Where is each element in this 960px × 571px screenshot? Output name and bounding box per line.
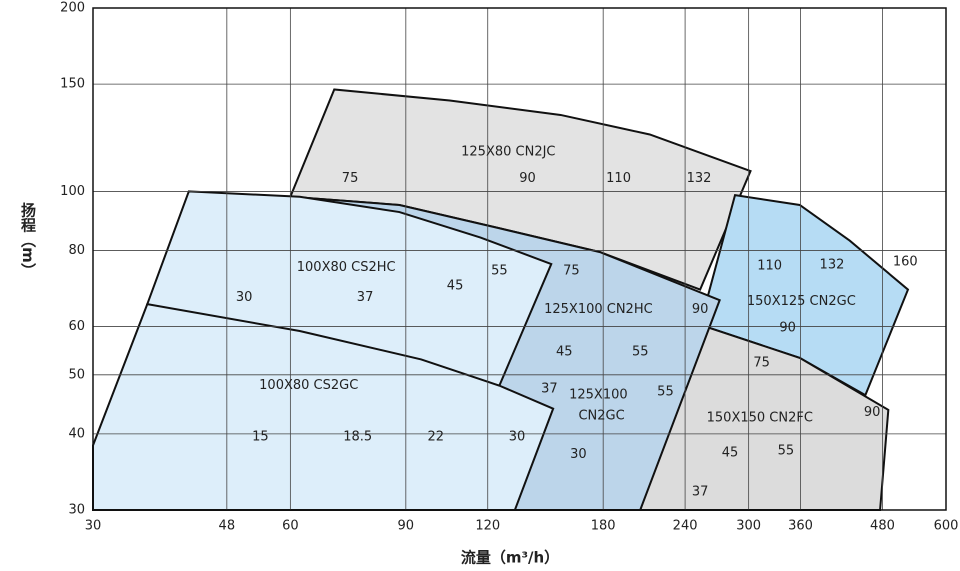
y-tick-label: 60 bbox=[68, 319, 85, 334]
y-tick-label: 100 bbox=[60, 184, 85, 199]
y-axis-label: 扬程（m） bbox=[19, 201, 37, 277]
region-label: 75 bbox=[753, 355, 770, 370]
x-tick-label: 48 bbox=[219, 519, 236, 534]
x-tick-label: 480 bbox=[870, 519, 895, 534]
region-label: 55 bbox=[632, 345, 649, 360]
y-tick-label: 50 bbox=[68, 367, 85, 382]
region-label: 37 bbox=[692, 485, 709, 500]
region-label: 55 bbox=[657, 384, 674, 399]
y-tick-label: 30 bbox=[68, 503, 85, 518]
x-tick-label: 180 bbox=[591, 519, 616, 534]
region-label: 90 bbox=[864, 405, 881, 420]
y-tick-label: 80 bbox=[68, 243, 85, 258]
region-label: 160 bbox=[893, 254, 918, 269]
region-label: 18.5 bbox=[343, 430, 372, 445]
region-label: 132 bbox=[687, 171, 712, 186]
x-tick-label: 60 bbox=[282, 519, 299, 534]
x-tick-label: 360 bbox=[788, 519, 813, 534]
region-label: 45 bbox=[556, 345, 573, 360]
x-tick-label: 300 bbox=[736, 519, 761, 534]
region-label: 125X80 CN2JC bbox=[461, 145, 555, 160]
region-label: 55 bbox=[491, 264, 508, 279]
region-label: 90 bbox=[779, 320, 796, 335]
region-label: 100X80 CS2GC bbox=[259, 378, 358, 393]
y-tick-label: 200 bbox=[60, 1, 85, 16]
labels: 125X80 CN2JC 75 90 110 132 150X125 CN2GC 110 13… bbox=[236, 145, 918, 500]
x-axis-label: 流量（m³/h） bbox=[461, 549, 559, 567]
x-tick-label: 600 bbox=[934, 519, 959, 534]
plot-frame bbox=[92, 7, 947, 511]
region-label: CN2GC bbox=[578, 408, 624, 423]
region-label: 150X150 CN2FC bbox=[707, 410, 813, 425]
region-label: 90 bbox=[692, 302, 709, 317]
region-label: 30 bbox=[570, 447, 587, 462]
region-label: 75 bbox=[342, 171, 359, 186]
region-label: 110 bbox=[606, 171, 631, 186]
x-tick-label: 30 bbox=[85, 519, 102, 534]
region-label: 30 bbox=[236, 290, 253, 305]
region-label: 37 bbox=[541, 381, 558, 396]
region-label: 37 bbox=[357, 290, 374, 305]
region-label: 100X80 CS2HC bbox=[297, 260, 396, 275]
y-tick-label: 150 bbox=[60, 77, 85, 92]
y-tick-label: 40 bbox=[68, 426, 85, 441]
region-label: 55 bbox=[778, 443, 795, 458]
x-tick-label: 240 bbox=[673, 519, 698, 534]
x-tick-label: 90 bbox=[398, 519, 415, 534]
pump-range bbox=[145, 190, 553, 387]
x-tick-label: 120 bbox=[475, 519, 500, 534]
region-label: 90 bbox=[519, 171, 536, 186]
region-label: 125X100 bbox=[569, 388, 628, 403]
regions bbox=[92, 88, 910, 511]
region-label: 45 bbox=[447, 278, 464, 293]
region-label: 75 bbox=[563, 264, 580, 279]
region-label: 110 bbox=[757, 259, 782, 274]
region-label: 15 bbox=[252, 430, 269, 445]
region-label: 150X125 CN2GC bbox=[747, 294, 856, 309]
region-label: 132 bbox=[820, 258, 845, 273]
region-label: 45 bbox=[722, 446, 739, 461]
region-label: 30 bbox=[509, 430, 526, 445]
region-label: 125X100 CN2HC bbox=[544, 302, 653, 317]
region-label: 22 bbox=[428, 430, 445, 445]
